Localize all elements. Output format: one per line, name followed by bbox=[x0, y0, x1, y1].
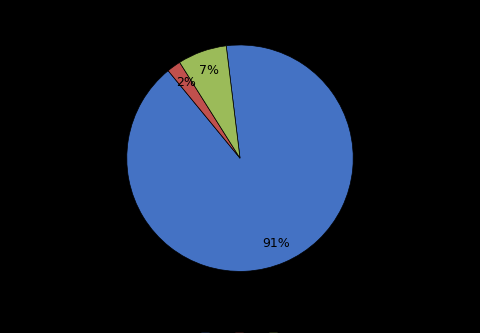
Text: 2%: 2% bbox=[176, 76, 196, 89]
Text: 7%: 7% bbox=[199, 64, 219, 77]
Wedge shape bbox=[127, 45, 353, 271]
Wedge shape bbox=[180, 46, 240, 158]
Legend: , , : , , bbox=[197, 328, 283, 333]
Wedge shape bbox=[168, 62, 240, 158]
Text: 91%: 91% bbox=[263, 237, 290, 250]
